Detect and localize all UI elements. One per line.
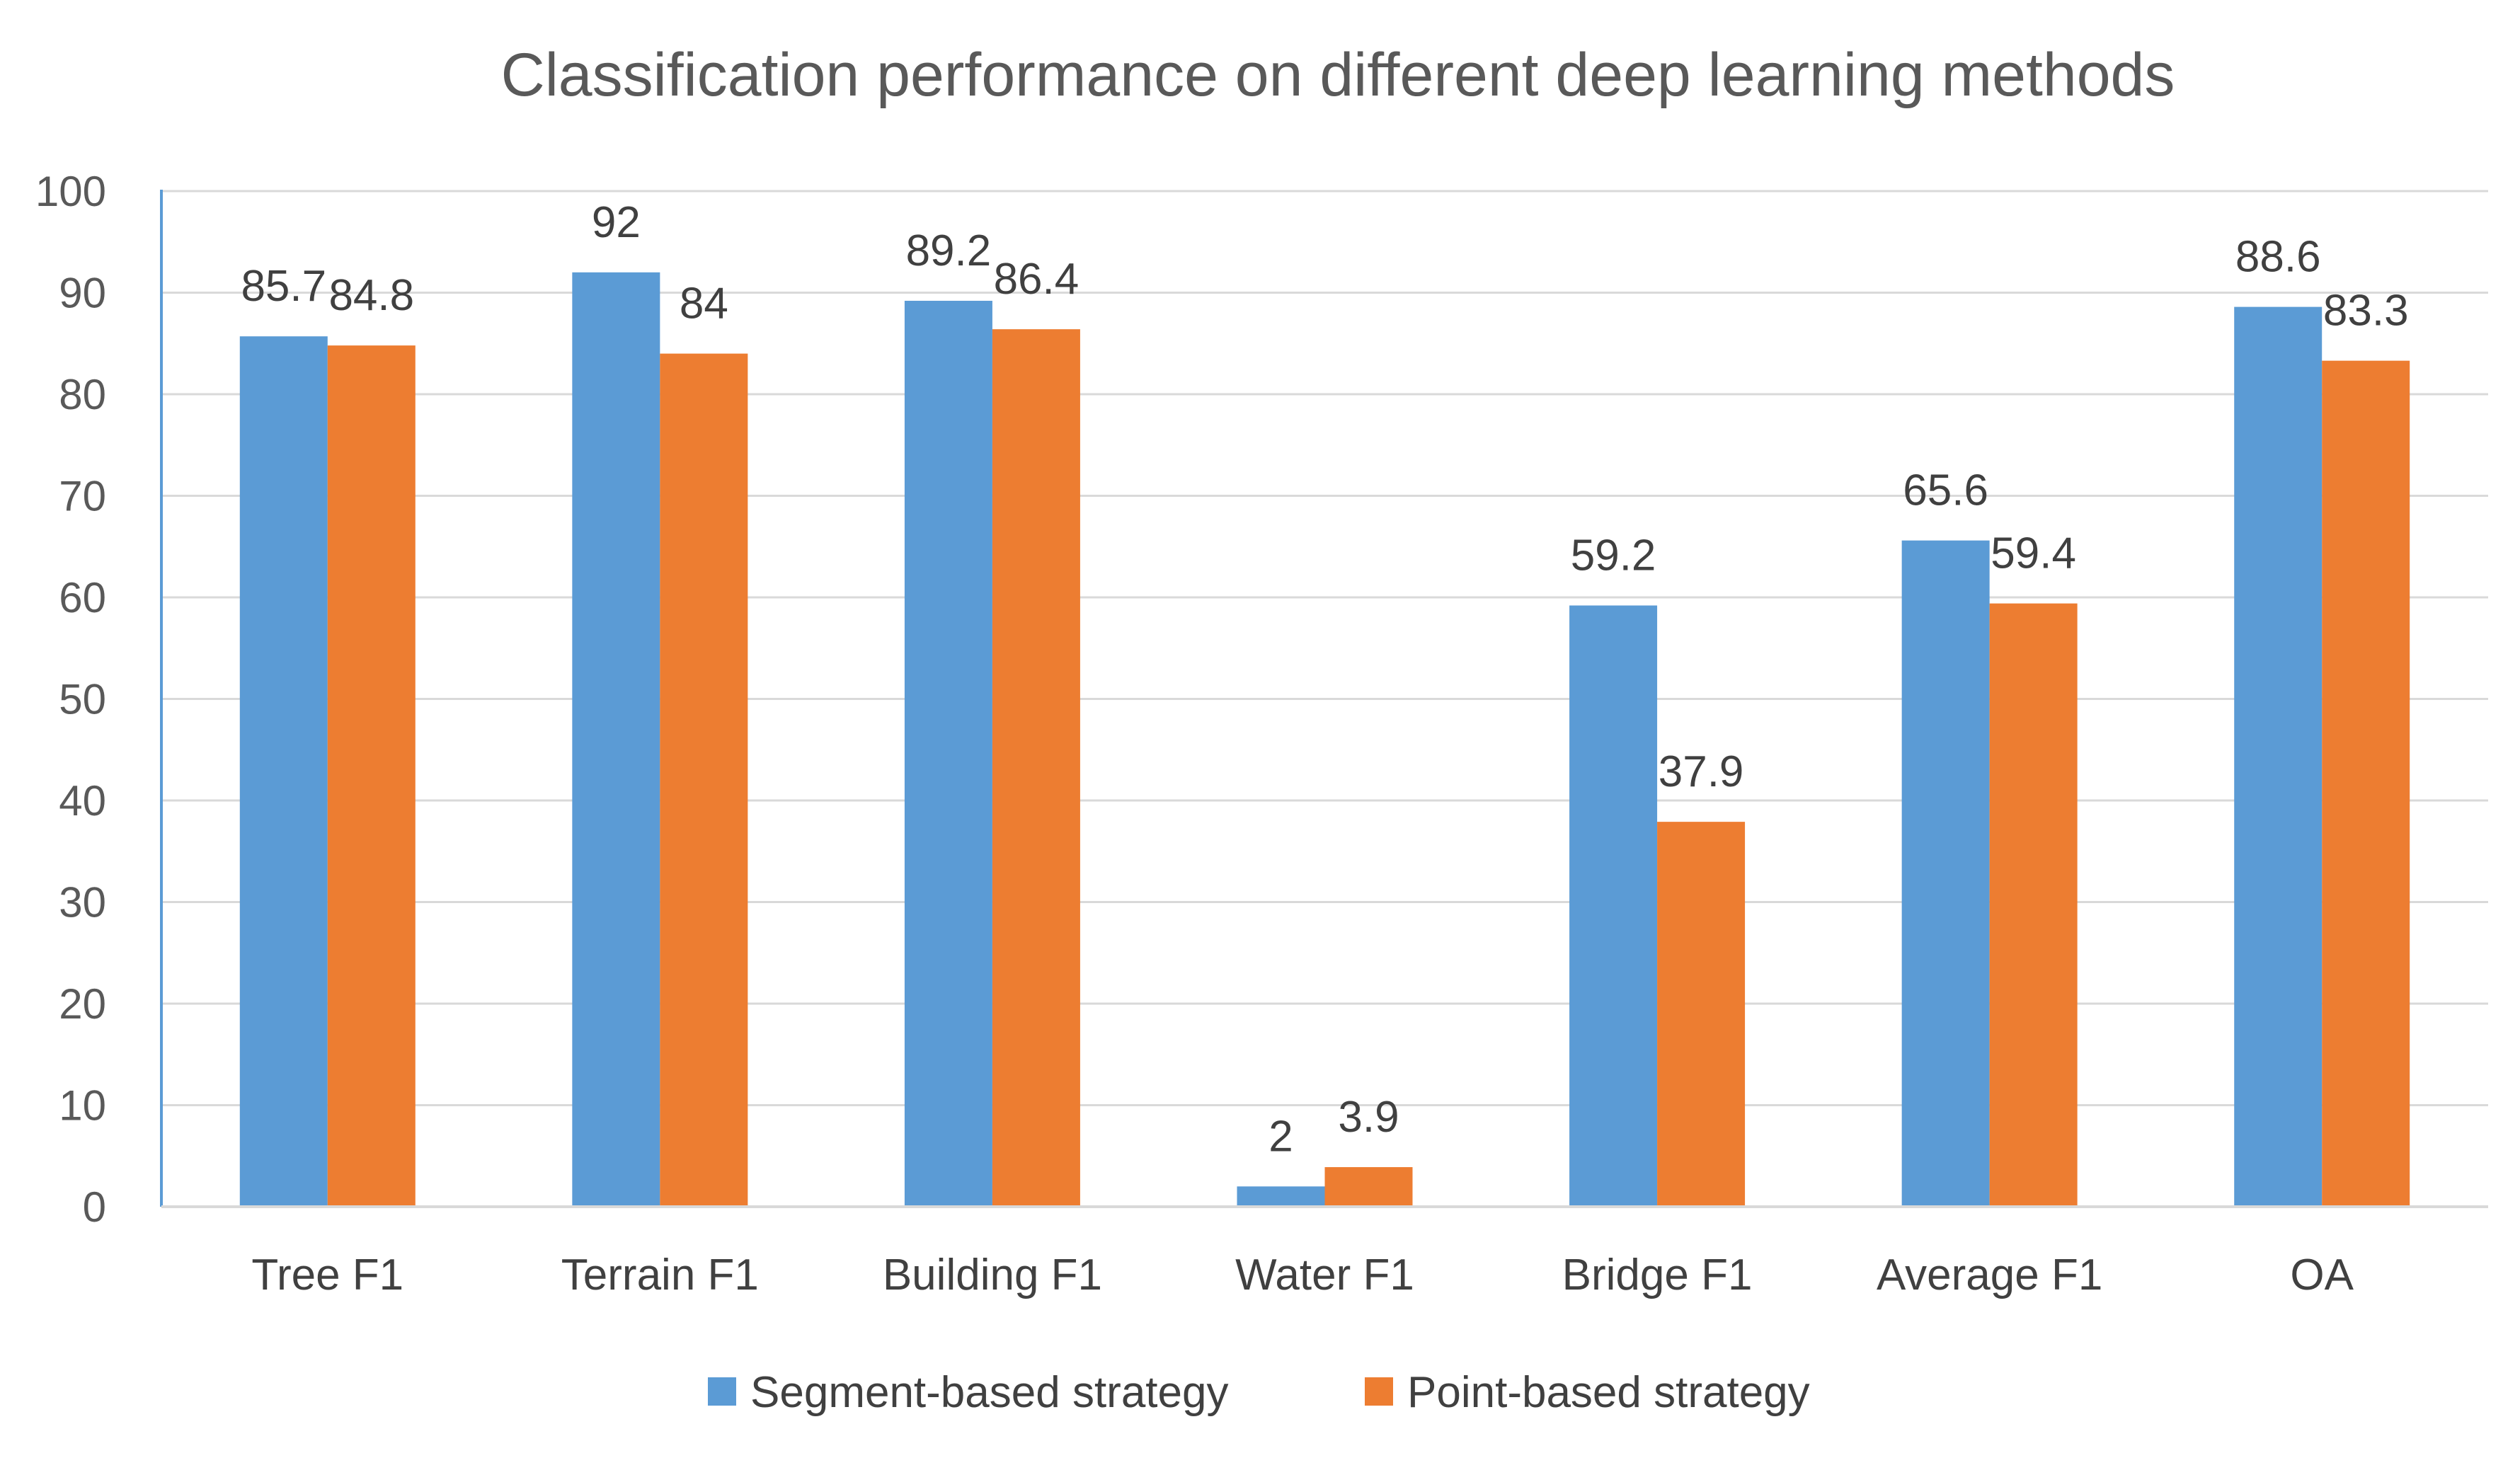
x-tick-label: Bridge F1 bbox=[1562, 1251, 1753, 1299]
bar-segment-oa bbox=[2234, 306, 2323, 1207]
y-tick-label: 30 bbox=[59, 879, 106, 926]
legend-swatch-point bbox=[1365, 1377, 1393, 1406]
data-label: 37.9 bbox=[1659, 747, 1744, 796]
bar-segment-average-f1 bbox=[1901, 540, 1990, 1207]
y-tick-label: 10 bbox=[59, 1082, 106, 1130]
bar-point-building-f1 bbox=[992, 329, 1080, 1207]
x-tick-label: OA bbox=[2290, 1251, 2354, 1299]
x-tick-label: Water F1 bbox=[1235, 1251, 1414, 1299]
y-tick-label: 60 bbox=[59, 574, 106, 621]
y-tick-label: 80 bbox=[59, 371, 106, 418]
data-label: 83.3 bbox=[2323, 287, 2409, 335]
bar-point-tree-f1 bbox=[327, 345, 416, 1207]
chart-title: Classification performance on different … bbox=[501, 41, 2175, 109]
data-label: 59.4 bbox=[1991, 529, 2076, 578]
y-tick-label: 50 bbox=[59, 676, 106, 723]
y-tick-label: 70 bbox=[59, 473, 106, 520]
x-tick-label: Terrain F1 bbox=[561, 1251, 759, 1299]
bar-point-terrain-f1 bbox=[660, 353, 748, 1207]
legend-label-segment: Segment-based strategy bbox=[750, 1368, 1229, 1417]
y-tick-label: 90 bbox=[59, 270, 106, 317]
y-tick-label: 20 bbox=[59, 980, 106, 1028]
x-tick-label: Average F1 bbox=[1877, 1251, 2102, 1299]
legend-label-point: Point-based strategy bbox=[1407, 1368, 1810, 1417]
y-tick-label: 100 bbox=[35, 168, 106, 215]
bar-segment-bridge-f1 bbox=[1569, 605, 1658, 1207]
data-labels: 85.7 84.8 92 84 89.286.4 2 3.9 59.2 37.9 65.659.4… bbox=[241, 198, 2408, 1161]
bar-segment-terrain-f1 bbox=[572, 272, 660, 1207]
legend: Segment-based strategy Point-based strate… bbox=[708, 1368, 1810, 1417]
data-label: 86.4 bbox=[994, 255, 1079, 304]
bar-segment-tree-f1 bbox=[239, 336, 328, 1207]
data-label: 89.2 bbox=[906, 226, 992, 275]
data-label: 3.9 bbox=[1338, 1093, 1399, 1142]
data-label: 84 bbox=[680, 280, 728, 328]
legend-swatch-segment bbox=[708, 1377, 736, 1406]
y-axis: 0 10 20 30 40 50 60 70 80 90 100 bbox=[35, 168, 163, 1231]
bars bbox=[239, 272, 2410, 1207]
bar-point-bridge-f1 bbox=[1657, 822, 1746, 1207]
data-label: 65.6 bbox=[1903, 466, 1988, 515]
data-label: 85.7 bbox=[241, 262, 326, 311]
bar-segment-water-f1 bbox=[1237, 1186, 1325, 1207]
y-tick-label: 40 bbox=[59, 777, 106, 825]
bar-segment-building-f1 bbox=[904, 300, 992, 1207]
gridlines bbox=[161, 190, 2488, 1106]
x-tick-label: Building F1 bbox=[883, 1251, 1102, 1299]
y-tick-label: 0 bbox=[83, 1183, 106, 1231]
data-label: 92 bbox=[592, 198, 641, 247]
bar-point-average-f1 bbox=[1989, 603, 2078, 1207]
x-tick-label: Tree F1 bbox=[251, 1251, 403, 1299]
data-label: 2 bbox=[1268, 1112, 1293, 1161]
data-label: 84.8 bbox=[328, 271, 414, 320]
data-label: 88.6 bbox=[2235, 233, 2321, 282]
bar-point-oa bbox=[2322, 360, 2410, 1207]
data-label: 59.2 bbox=[1571, 531, 1656, 580]
bar-point-water-f1 bbox=[1324, 1167, 1413, 1207]
x-axis: Tree F1 Terrain F1 Building F1 Water F1 Brid… bbox=[161, 1205, 2488, 1299]
